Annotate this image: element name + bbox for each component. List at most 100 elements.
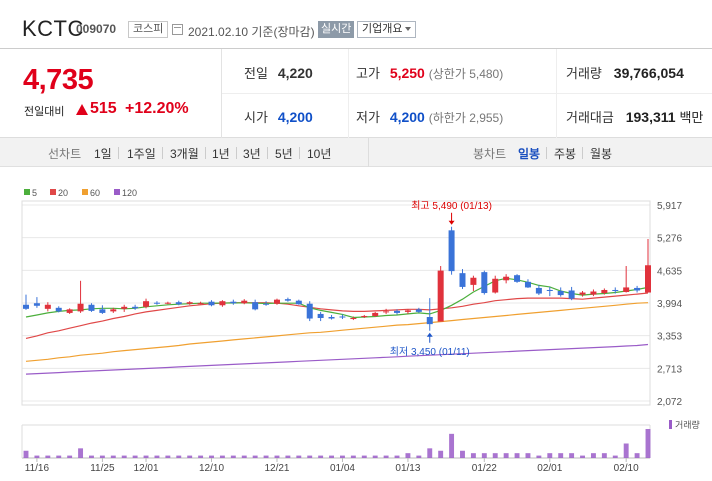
- candle-down: [99, 309, 106, 313]
- volume-bar: [372, 455, 378, 458]
- tab-separator: [546, 147, 547, 159]
- volume-bar: [143, 455, 149, 458]
- ma5-line: [25, 277, 649, 319]
- volume-label: 거래량: [566, 66, 602, 81]
- candlestick-chart[interactable]: 5 20 60 120 5,917 5,276 4,635 3,994 3,353 2,713 2…: [0, 167, 712, 481]
- volume-cell: 거래량 39,766,054: [566, 63, 684, 82]
- candle-down: [339, 316, 346, 318]
- volume-bar: [154, 455, 160, 458]
- candle-down: [394, 310, 401, 313]
- tab-separator: [236, 147, 237, 159]
- x-tick-label: 01/13: [395, 463, 420, 474]
- volume-bar: [547, 453, 553, 458]
- tab-separator: [582, 147, 583, 159]
- volume-bar: [645, 429, 651, 458]
- candle-down: [459, 273, 466, 287]
- candle-up: [219, 301, 226, 306]
- y-tick-label: 2,072: [657, 397, 682, 408]
- y-tick-label: 4,635: [657, 266, 682, 277]
- stock-code: 009070: [76, 22, 117, 36]
- tabs-divider: [368, 138, 369, 167]
- low-value: 4,200: [389, 109, 425, 125]
- open-label: 시가: [244, 110, 268, 125]
- volume-bar: [492, 453, 498, 458]
- company-overview-dropdown[interactable]: 기업개요: [357, 21, 417, 38]
- candle-up: [77, 303, 84, 312]
- tab-1y[interactable]: 1년: [212, 147, 230, 161]
- upper-limit: (상한가 5,480): [428, 67, 504, 81]
- candle-down: [557, 290, 564, 296]
- volume-bar: [99, 455, 105, 458]
- x-axis-labels: 11/16 11/25 12/01 12/10 12/21 01/04 01/13 01/22…: [25, 458, 639, 474]
- stock-header: KCTC 009070 코스피 2021.02.10 기준(장마감) 실시간 기…: [0, 0, 712, 48]
- volume-bar: [427, 448, 433, 458]
- candle-down: [55, 307, 62, 312]
- tab-weekly[interactable]: 주봉: [554, 147, 577, 161]
- min-arrow-head: [426, 332, 433, 337]
- tab-3y[interactable]: 3년: [243, 147, 261, 161]
- tab-3m[interactable]: 3개월: [170, 147, 199, 161]
- candle-down: [317, 313, 324, 319]
- candle-up: [350, 318, 357, 320]
- candle-up: [372, 312, 379, 316]
- tab-separator: [267, 147, 268, 159]
- y-tick-label: 5,276: [657, 234, 682, 245]
- tab-5y[interactable]: 5년: [275, 147, 293, 161]
- y-tick-label: 5,917: [657, 201, 682, 212]
- stock-name: KCTC: [22, 16, 84, 41]
- volume-bar: [623, 443, 629, 458]
- tab-separator: [205, 147, 206, 159]
- realtime-button[interactable]: 실시간: [318, 21, 355, 38]
- tab-monthly[interactable]: 월봉: [590, 147, 613, 161]
- tab-1w[interactable]: 1주일: [127, 147, 156, 161]
- tab-10y[interactable]: 10년: [307, 147, 332, 161]
- volume-bar: [536, 455, 542, 458]
- price-summary: 4,735 전일대비 515 +12.20% 전일 4,220 고가 5,250…: [0, 48, 712, 138]
- min-price-annotation: 최저 3,450 (01/11): [390, 346, 470, 358]
- candle-down: [153, 302, 160, 304]
- candle-up: [623, 287, 630, 293]
- volume-bar: [394, 455, 400, 458]
- candle-down: [535, 287, 542, 294]
- row-divider: [222, 93, 712, 94]
- volume-bar: [78, 448, 84, 458]
- tab-1d[interactable]: 1일: [94, 147, 112, 161]
- volume-bar: [241, 455, 247, 458]
- volume-bar: [514, 453, 520, 458]
- candle-down: [22, 304, 30, 309]
- tab-separator: [299, 147, 300, 159]
- current-price: 4,735: [23, 64, 94, 96]
- max-arrow-head: [448, 220, 455, 225]
- column-divider: [556, 49, 557, 138]
- chevron-down-icon: [405, 27, 412, 32]
- volume-bar: [416, 455, 422, 458]
- candle-up: [383, 311, 390, 313]
- amount-cell: 거래대금 193,311 백만: [566, 107, 703, 126]
- line-chart-label: 선차트: [48, 147, 82, 161]
- ma20-line: [25, 292, 649, 339]
- chart-period-tabs: 선차트 1일 1주일 3개월 1년 3년 5년 10년 봉차트 일봉 주봉 월봉: [0, 138, 712, 167]
- candle-up: [644, 265, 652, 293]
- candle-down: [426, 316, 433, 325]
- candle-up: [590, 291, 597, 295]
- volume-bar: [285, 455, 291, 458]
- x-tick-label: 11/16: [25, 463, 50, 474]
- open-value: 4,200: [277, 109, 313, 125]
- volume-bar: [296, 455, 302, 458]
- candle-up: [66, 309, 73, 313]
- high-cell: 고가 5,250 (상한가 5,480): [356, 63, 503, 82]
- volume-bar: [525, 453, 531, 458]
- volume-bar: [23, 450, 29, 458]
- candle-down: [634, 287, 641, 291]
- candle-down: [546, 289, 553, 291]
- volume-bar: [503, 453, 509, 458]
- ma60-line: [25, 302, 649, 362]
- tab-daily[interactable]: 일봉: [518, 147, 541, 161]
- volume-bar: [132, 455, 138, 458]
- volume-bar: [481, 453, 487, 458]
- candle-down: [33, 303, 40, 306]
- candle-down: [328, 316, 335, 319]
- prev-close-cell: 전일 4,220: [244, 63, 313, 82]
- volume-bar: [405, 453, 411, 458]
- volume-bar: [34, 455, 40, 458]
